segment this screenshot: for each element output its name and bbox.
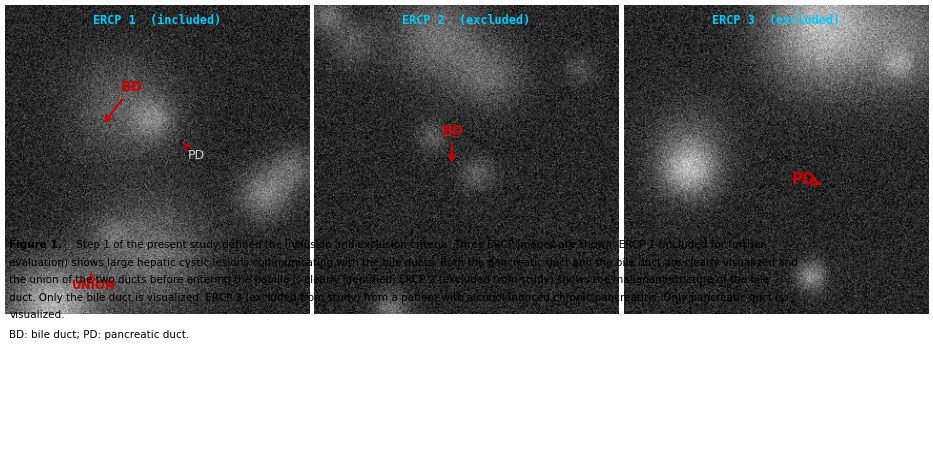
Text: UNION: UNION [72, 274, 116, 292]
Text: Step 1 of the present study defined the inclusion and exclusion criteria. Three : Step 1 of the present study defined the … [73, 240, 764, 250]
Text: Figure 1.: Figure 1. [9, 240, 63, 250]
Text: the union of the two ducts before entering the papilla is clearly identified. ER: the union of the two ducts before enteri… [9, 275, 770, 286]
Text: PD: PD [185, 144, 204, 162]
Text: duct. Only the bile duct is visualized. ERCP 3 (excluded from study) from a pati: duct. Only the bile duct is visualized. … [9, 293, 784, 303]
Text: ERCP 2  (excluded): ERCP 2 (excluded) [402, 14, 531, 27]
Text: visualized.: visualized. [9, 310, 64, 321]
Text: BD: BD [442, 124, 465, 160]
Text: evaluation) shows large hepatic cystic lesions communicating with the bile ducts: evaluation) shows large hepatic cystic l… [9, 258, 798, 268]
Text: ERCP 3  (excluded): ERCP 3 (excluded) [712, 14, 840, 27]
Text: BD: bile duct; PD: pancreatic duct.: BD: bile duct; PD: pancreatic duct. [9, 330, 189, 340]
Text: BD: BD [105, 80, 143, 122]
Text: PD: PD [791, 172, 820, 187]
Text: ERCP 1  (included): ERCP 1 (included) [93, 14, 221, 27]
